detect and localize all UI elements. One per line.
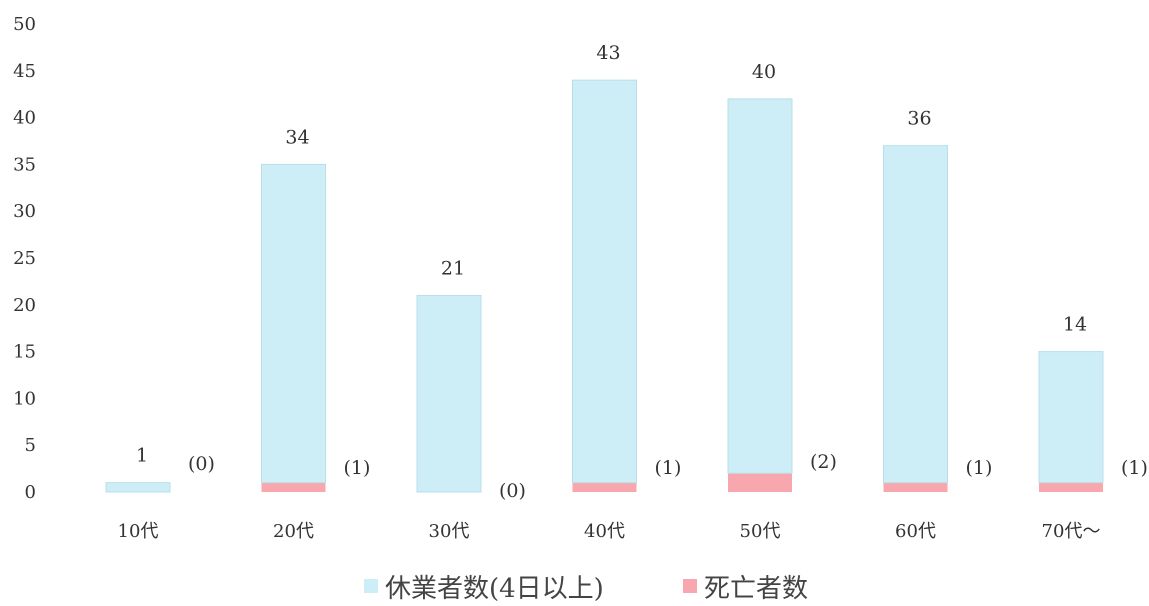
bar-value-label: 21: [441, 257, 465, 279]
y-axis: 0 5 10 15 20 25 30 35 40 45 50: [13, 14, 36, 503]
x-category-label: 20代: [273, 521, 314, 542]
x-category-label: 70代～: [1042, 521, 1101, 542]
bar-deaths: [1039, 482, 1103, 492]
bar-value-label: 34: [285, 126, 309, 148]
x-category-label: 50代: [740, 521, 781, 542]
y-tick-label: 15: [13, 342, 36, 363]
bar-injured: [416, 294, 482, 493]
y-tick-label: 25: [13, 248, 36, 269]
death-count-label: (1): [966, 457, 993, 479]
bar-injured: [105, 482, 171, 493]
bar-value-label: 40: [752, 61, 776, 83]
bar-deaths: [261, 482, 326, 492]
y-tick-label: 35: [13, 154, 36, 175]
death-count-label: (1): [344, 457, 371, 479]
x-category-label: 10代: [118, 521, 159, 542]
bar-injured: [1038, 351, 1104, 484]
bar-deaths: [883, 482, 948, 492]
y-tick-label: 5: [25, 435, 36, 456]
death-count-label: (1): [1121, 457, 1148, 479]
bar-value-label: 43: [596, 42, 620, 64]
x-category-label: 40代: [584, 521, 625, 542]
death-count-label: (0): [188, 453, 215, 475]
y-tick-label: 45: [13, 61, 36, 82]
legend-label: 死亡者数: [704, 574, 808, 602]
y-tick-label: 0: [25, 482, 36, 503]
bar-deaths: [572, 482, 637, 492]
bar-injured: [727, 98, 793, 474]
bar-value-label: 14: [1063, 314, 1087, 336]
legend-item-injured: 休業者数(4日以上): [364, 574, 604, 604]
bar-labels: 1 (0) 34 (1) 21 (0) 43 (1) 40 (2) 36 (1) 14 (1): [136, 42, 1148, 502]
y-tick-label: 40: [13, 108, 36, 129]
legend-swatch: [364, 579, 378, 593]
bar-value-label: 36: [907, 108, 931, 130]
bars: [105, 79, 1104, 493]
y-tick-label: 50: [13, 14, 36, 35]
x-axis: 10代 20代 30代 40代 50代 60代 70代～: [118, 521, 1101, 542]
x-category-label: 60代: [895, 521, 936, 542]
bar-injured: [261, 163, 326, 484]
death-count-label: (1): [655, 457, 682, 479]
legend-label: 休業者数(4日以上): [385, 574, 604, 602]
bar-injured: [572, 79, 637, 484]
y-tick-label: 10: [13, 388, 36, 409]
legend-swatch: [683, 579, 697, 593]
legend-item-deaths: 死亡者数: [683, 574, 808, 604]
death-count-label: (2): [810, 451, 837, 473]
legend: 休業者数(4日以上) 死亡者数: [364, 574, 808, 604]
y-tick-label: 30: [13, 201, 36, 222]
bar-value-label: 1: [136, 445, 148, 467]
bar-deaths: [728, 473, 792, 492]
bar-injured: [883, 145, 948, 484]
y-tick-label: 20: [13, 295, 36, 316]
x-category-label: 30代: [429, 521, 470, 542]
death-count-label: (0): [499, 480, 526, 502]
